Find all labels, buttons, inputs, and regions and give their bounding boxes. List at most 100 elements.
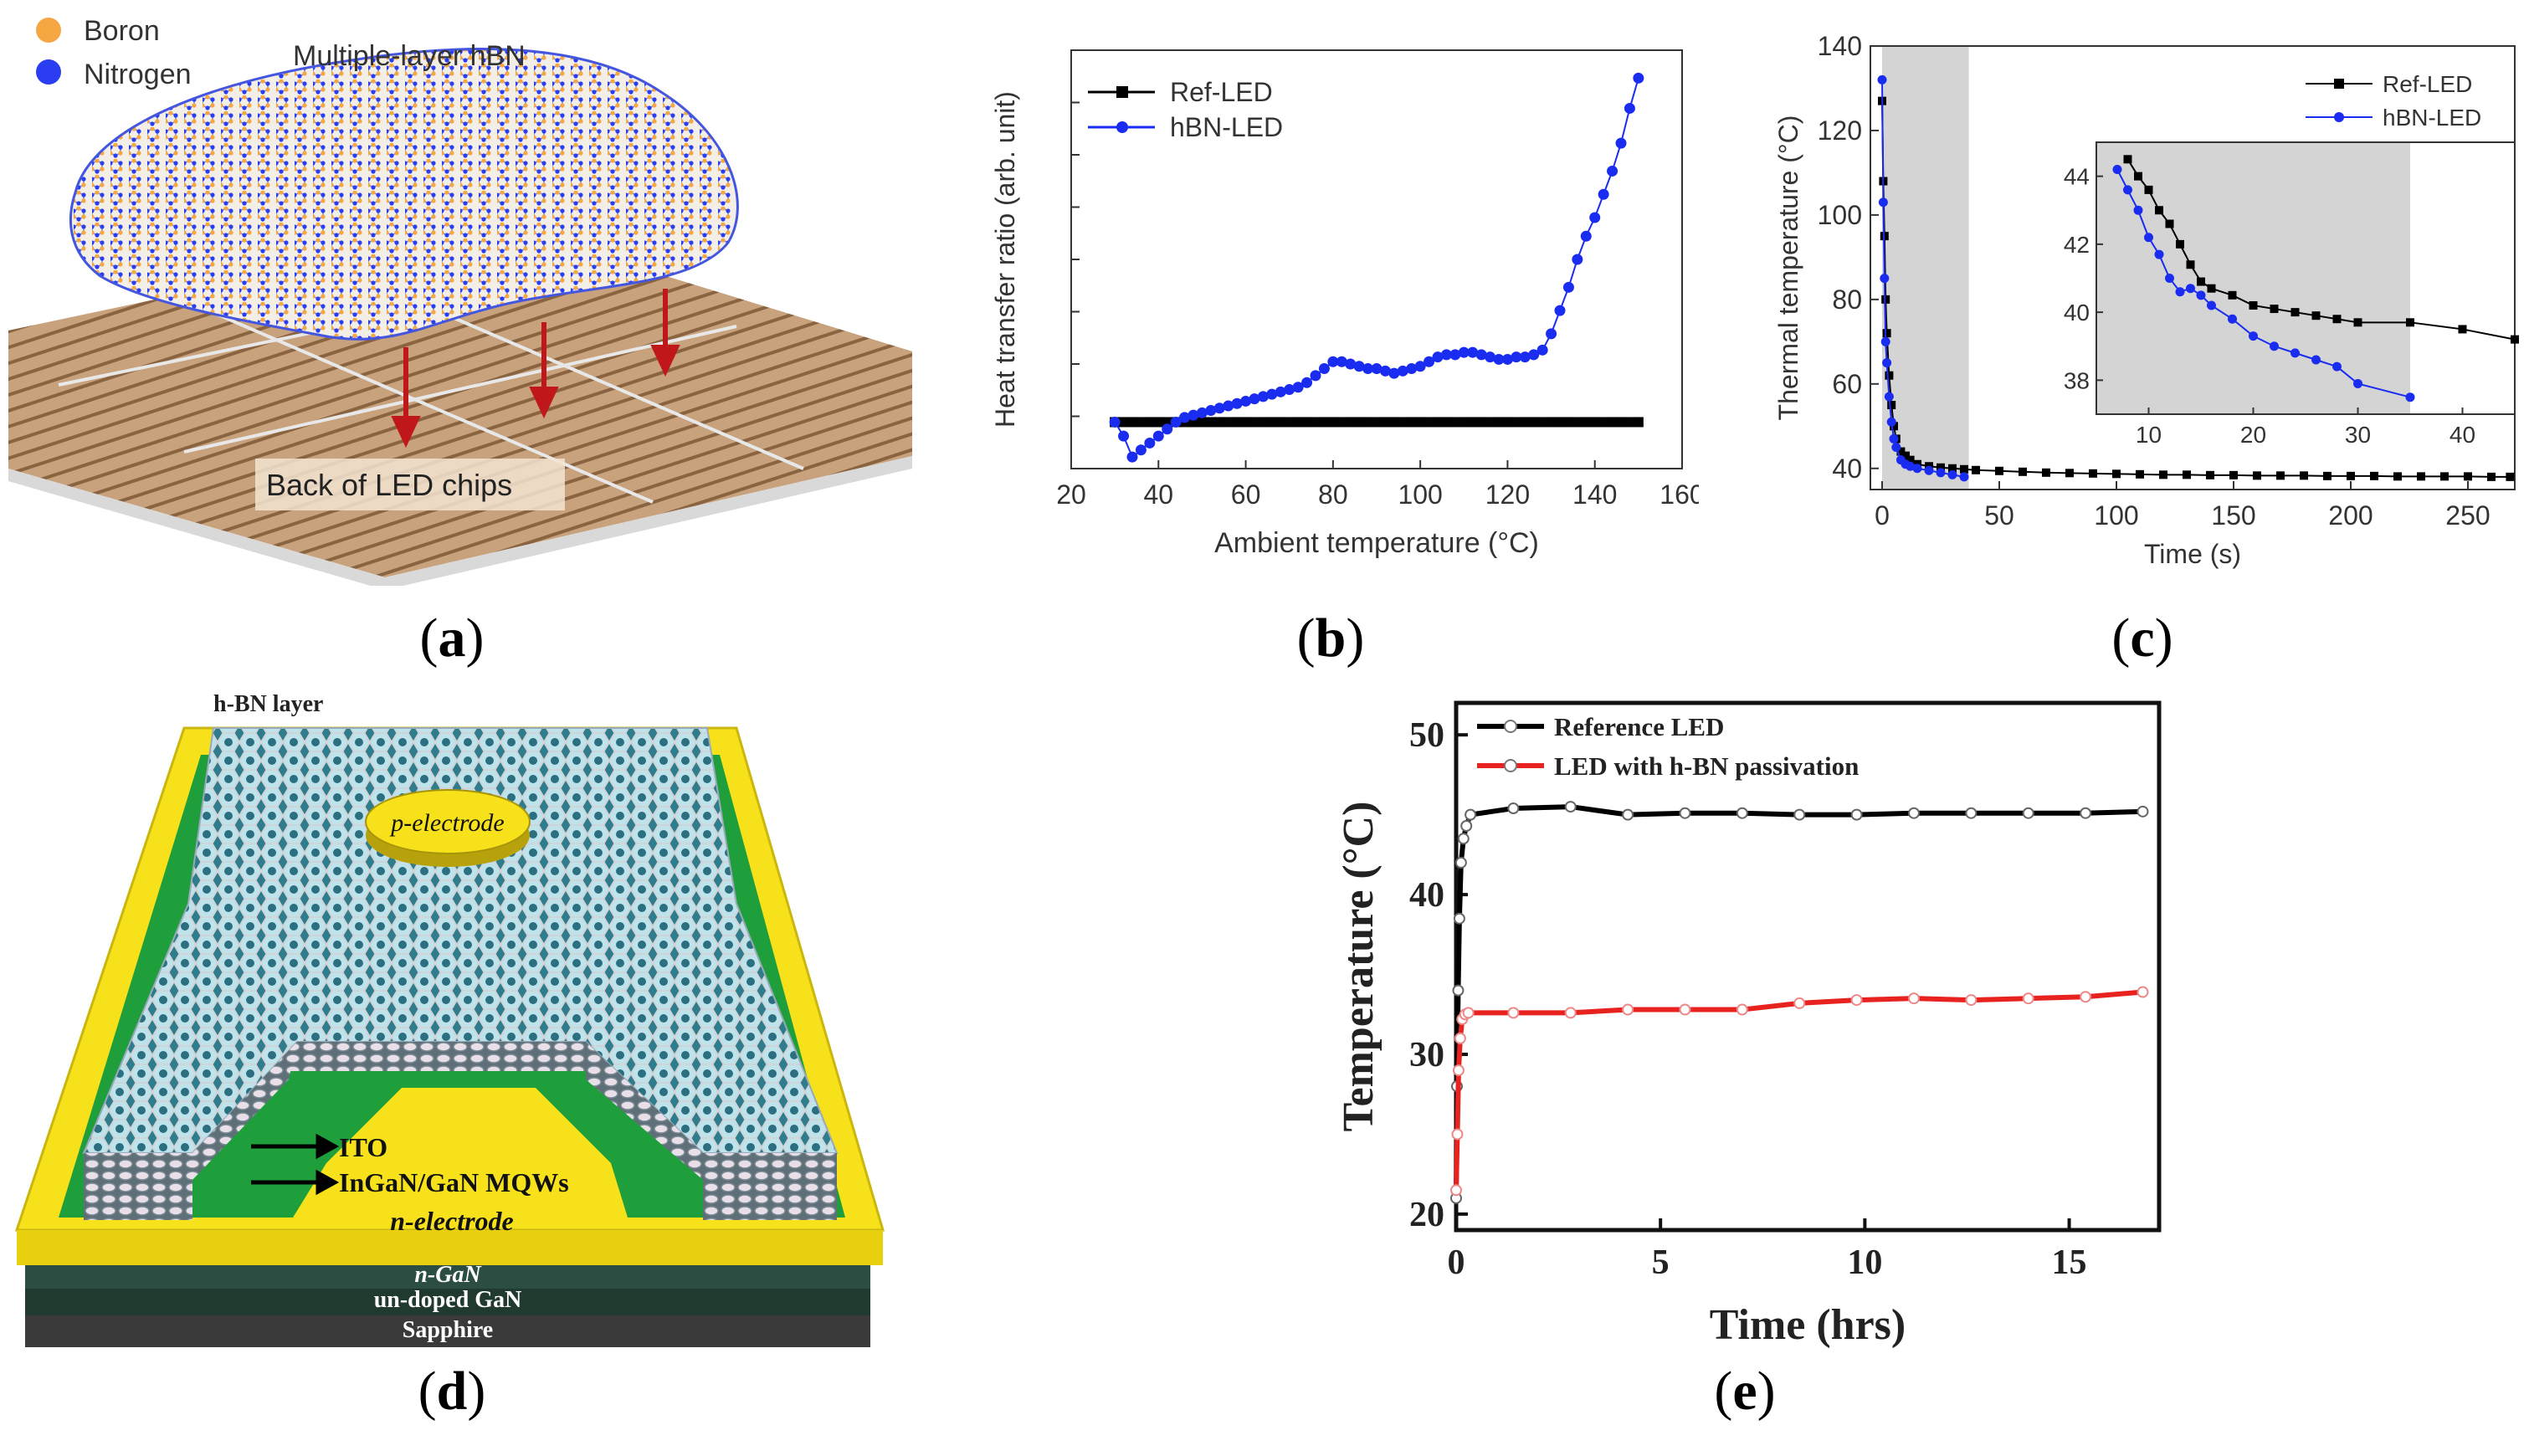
chart-c-xtick-label: 200 (2328, 500, 2373, 531)
chart-c-point-hbn (1882, 358, 1892, 368)
panel-d: p-electrode h-BN layer ITO InGaN/GaN MQW… (0, 678, 921, 1364)
chart-c-legend-text: Ref-LED (2383, 71, 2472, 97)
chart-b-point-ref (1205, 417, 1216, 428)
chart-c-inset-point-hbn (2249, 331, 2258, 341)
chart-c-xtick-label: 250 (2445, 500, 2490, 531)
chart-b-point-hbn (1546, 328, 1557, 340)
chart-b-point-ref (1494, 417, 1504, 428)
chart-b-point-hbn (1336, 356, 1347, 367)
chart-c-inset-point-ref (2270, 305, 2279, 314)
ito-label: ITO (339, 1132, 387, 1162)
chart-c-inset-xtick-label: 20 (2240, 422, 2266, 448)
chart-e-xlabel: Time (hrs) (1710, 1301, 1906, 1349)
chart-b-point-ref (1555, 417, 1565, 428)
chart-c-point-hbn (1877, 74, 1887, 85)
undoped-gan-layer (25, 1287, 870, 1315)
chart-c-point-hbn (1924, 465, 1934, 475)
chart-c-inset-point-ref (2458, 325, 2467, 334)
chart-c-point-ref (2206, 470, 2214, 479)
chart-b-xtick-label: 120 (1485, 479, 1530, 510)
chart-c-point-hbn (1947, 469, 1957, 479)
chart-c-ytick-label: 100 (1818, 200, 1862, 230)
chart-c-inset-point-ref (2290, 308, 2300, 317)
chart-b-point-ref (1607, 417, 1618, 428)
chart-e-point-1 (2137, 986, 2149, 998)
chart-b-point-ref (1249, 417, 1259, 428)
chart-b-xtick-label: 100 (1398, 479, 1442, 510)
chart-b-xtick-label: 20 (1056, 479, 1086, 510)
chart-b-point-hbn (1362, 363, 1374, 375)
chart-b-point-hbn (1467, 346, 1479, 358)
chart-c-inset-point-hbn (2165, 274, 2174, 283)
chart-c-point-ref (1906, 455, 1915, 464)
chart-b-point-ref (1240, 417, 1251, 428)
chart-b-xtick-label: 40 (1143, 479, 1173, 510)
chart-e-point-1 (1507, 1007, 1520, 1019)
chart-e-point-1 (1907, 992, 1920, 1005)
p-electrode-disk (365, 789, 531, 854)
chart-b-point-hbn (1414, 361, 1426, 372)
panel-b: 20 40 60 80 100 120 140 160 Ambient temperature … (962, 17, 1705, 586)
chart-b-point-ref (1327, 417, 1338, 428)
chart-e-legend-marker (1504, 759, 1517, 772)
chart-e-xtick-label: 0 (1448, 1243, 1465, 1282)
chart-e-point-1 (1452, 1064, 1465, 1077)
chart-e-ytick-label: 50 (1409, 716, 1444, 755)
chart-c-xtick-label: 100 (2094, 500, 2138, 531)
chart-b-point-ref (1581, 417, 1592, 428)
chart-e-point-0 (2080, 807, 2092, 819)
chart-c-inset-point-ref (2186, 260, 2195, 269)
chart-e-point-1 (1793, 997, 1806, 1009)
chart-c-point-ref (1882, 329, 1891, 338)
chart-b-point-ref (1362, 417, 1373, 428)
panel-d-illustration: p-electrode h-BN layer ITO InGaN/GaN MQW… (14, 691, 885, 1347)
chart-b-point-hbn (1275, 386, 1286, 397)
chart-c-point-ref (1896, 447, 1906, 456)
chart-c-point-ref (2112, 469, 2121, 479)
chart-b-xtick-label: 160 (1659, 479, 1699, 510)
chart-e-xtick-label: 15 (2052, 1243, 2087, 1282)
chart-b-point-ref (1459, 417, 1470, 428)
chart-b-point-hbn (1231, 397, 1243, 409)
chart-e-point-1 (1564, 1007, 1577, 1019)
chart-b-point-hbn (1301, 377, 1313, 388)
chart-c-inset-point-ref (2353, 318, 2362, 327)
chart-b-point-ref (1485, 417, 1495, 428)
chart-c-point-ref (2183, 470, 2191, 479)
chart-e-point-0 (1460, 820, 1473, 832)
chart-e-point-0 (2022, 807, 2034, 819)
legend-nitrogen: Nitrogen (84, 59, 192, 90)
chart-c-inset-point-hbn (2175, 287, 2185, 297)
chart-b-point-ref (1528, 417, 1539, 428)
chart-e-point-1 (1462, 1007, 1475, 1019)
chart-c-inset-point-ref (2511, 335, 2519, 344)
chart-c-inset-point-hbn (2133, 205, 2143, 215)
chart-e-line-0 (1454, 804, 2143, 1198)
chart-e-point-1 (1450, 1184, 1462, 1197)
chart-b-point-hbn (1615, 137, 1627, 149)
chart-c-point-ref (2440, 472, 2449, 481)
chart-c: 0 50 100 150 200 250 40 60 80 100 120 140 Time (s) Th… (1773, 31, 2519, 569)
chart-e-point-0 (1452, 984, 1465, 997)
chart-b-point-ref (1380, 417, 1391, 428)
chart-e-point-0 (1793, 808, 1806, 821)
chart-e-point-0 (1907, 807, 1920, 819)
chart-c-inset-ytick-label: 38 (2064, 367, 2090, 393)
chart-b-point-hbn (1223, 400, 1234, 412)
chart-c-point-hbn (1889, 433, 1899, 443)
chart-b-point-hbn (1624, 102, 1635, 114)
chart-b-xtick-label: 80 (1318, 479, 1348, 510)
chart-c-point-ref (1885, 371, 1894, 380)
chart-e-point-0 (1679, 807, 1691, 819)
chart-c-inset-point-hbn (2405, 392, 2415, 402)
chart-b-point-ref (1520, 417, 1531, 428)
chart-c-inset-point-ref (2176, 239, 2184, 249)
chart-b-point-hbn (1493, 353, 1505, 365)
chart-b-legend-text: hBN-LED (1170, 112, 1283, 142)
chart-c-inset-frame (2096, 141, 2516, 415)
chart-b-point-ref (1275, 417, 1286, 428)
chart-b-point-hbn (1449, 349, 1461, 361)
chart-b-point-hbn (1562, 281, 1574, 293)
chart-e-legend-text: LED with h-BN passivation (1554, 751, 1859, 781)
chart-c-legend-marker (2334, 79, 2344, 89)
